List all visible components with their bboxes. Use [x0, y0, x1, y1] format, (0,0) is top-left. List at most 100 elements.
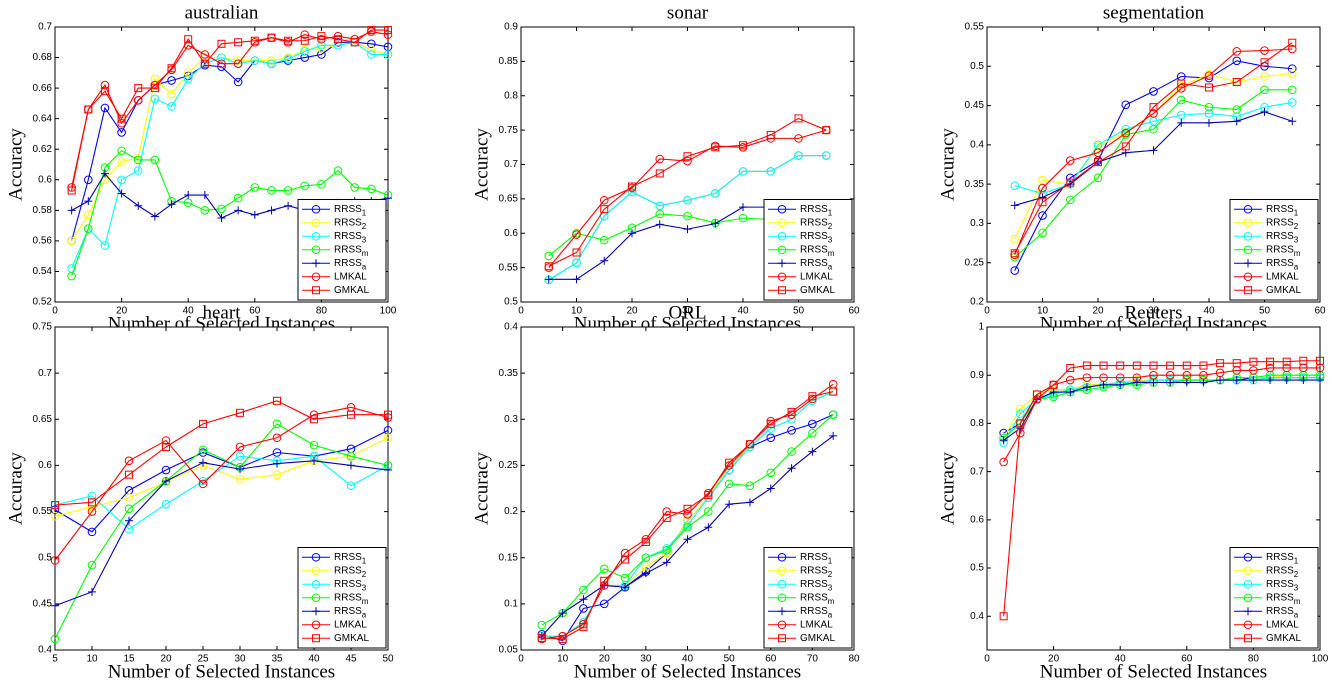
marker-circle — [787, 447, 796, 456]
marker-square — [125, 470, 133, 479]
y-tick-label: 0.68 — [33, 52, 53, 63]
x-tick-label: 20 — [599, 654, 611, 665]
marker-circle — [662, 548, 671, 558]
x-tick-label: 20 — [116, 306, 128, 317]
marker-square — [312, 286, 320, 295]
marker-circle — [50, 634, 60, 644]
marker-circle — [317, 180, 326, 189]
marker-square — [51, 501, 59, 510]
legend-label: RRSS2 — [334, 565, 367, 578]
x-tick-label: 60 — [765, 654, 777, 665]
x-tick-label: 20 — [160, 654, 172, 665]
marker-circle — [777, 245, 787, 255]
marker-square — [334, 35, 343, 44]
marker-plus — [829, 431, 838, 440]
marker-circle — [1243, 566, 1253, 576]
x-tick-label: 50 — [724, 654, 736, 665]
marker-circle — [133, 166, 143, 175]
marker-plus — [778, 259, 786, 268]
legend-subscript: 3 — [1294, 235, 1299, 244]
x-tick-label: 60 — [848, 306, 860, 317]
x-tick-label: 30 — [640, 654, 652, 665]
y-tick-label: 0.62 — [33, 144, 53, 155]
legend-subscript: 1 — [362, 208, 367, 217]
marker-square — [600, 576, 609, 585]
series-line — [548, 155, 827, 281]
series-line — [1014, 48, 1293, 256]
y-tick-label: 0.6 — [504, 228, 518, 239]
y-tick-label: 0.6 — [38, 460, 52, 471]
legend-subscript: a — [1294, 610, 1299, 619]
marker-square — [641, 538, 650, 547]
x-tick-label: 0 — [984, 654, 990, 665]
marker-circle — [367, 50, 376, 59]
x-tick-label: 5 — [52, 654, 58, 665]
marker-circle — [1265, 363, 1275, 373]
x-tick-label: 40 — [682, 654, 694, 665]
marker-plus — [236, 465, 244, 474]
marker-square — [1282, 357, 1291, 366]
marker-plus — [184, 191, 193, 200]
series-line — [54, 455, 389, 530]
marker-circle — [1232, 56, 1242, 66]
marker-circle — [367, 184, 376, 194]
marker-plus — [284, 201, 293, 210]
marker-square — [236, 408, 244, 417]
marker-square — [162, 442, 170, 451]
y-axis-label: Accuracy — [937, 452, 958, 525]
y-tick-label: 0.52 — [33, 297, 53, 308]
marker-square — [167, 64, 176, 73]
marker-circle — [311, 204, 321, 214]
marker-plus — [1149, 146, 1158, 155]
marker-plus — [88, 587, 96, 596]
marker-plus — [134, 201, 143, 210]
marker-square — [312, 634, 320, 643]
y-tick-label: 0.75 — [33, 322, 53, 333]
legend-label: LMKAL — [334, 271, 367, 282]
marker-plus — [1199, 378, 1208, 387]
marker-circle — [1115, 373, 1125, 382]
series-line — [1003, 367, 1320, 463]
legend-label: RRSS1 — [334, 204, 367, 217]
marker-square — [1249, 357, 1258, 366]
marker-plus — [199, 458, 207, 467]
legend-subscript: a — [828, 610, 833, 619]
legend-label: RRSS3 — [334, 579, 367, 592]
marker-circle — [655, 201, 665, 211]
marker-circle — [683, 522, 692, 532]
marker-plus — [1282, 376, 1291, 385]
marker-plus — [1266, 376, 1275, 385]
marker-square — [725, 458, 734, 467]
marker-circle — [710, 189, 720, 198]
marker-plus — [1260, 107, 1269, 116]
marker-square — [745, 440, 754, 449]
marker-plus — [234, 206, 243, 215]
marker-circle — [777, 231, 787, 241]
legend-label: LMKAL — [800, 619, 833, 630]
y-tick-label: 0.54 — [33, 266, 53, 277]
marker-circle — [50, 505, 60, 515]
marker-circle — [1243, 272, 1253, 282]
legend-label: RRSS2 — [800, 217, 833, 230]
marker-plus — [347, 461, 355, 470]
marker-plus — [117, 189, 126, 198]
marker-circle — [655, 154, 665, 164]
marker-square — [384, 410, 392, 419]
marker-circle — [704, 507, 713, 516]
marker-square — [1232, 359, 1241, 368]
marker-square — [67, 186, 76, 195]
marker-square — [600, 205, 609, 214]
y-tick-label: 0.5 — [970, 61, 984, 72]
marker-circle — [745, 481, 755, 491]
marker-square — [778, 286, 786, 295]
marker-plus — [725, 500, 734, 509]
marker-square — [1038, 198, 1047, 207]
marker-plus — [1244, 607, 1252, 616]
marker-square — [1244, 634, 1252, 643]
marker-circle — [383, 30, 393, 39]
legend-label: RRSSa — [334, 258, 367, 271]
marker-circle — [1149, 124, 1158, 134]
legend-label: RRSS2 — [334, 217, 367, 230]
marker-circle — [1038, 211, 1047, 220]
marker-square — [347, 410, 355, 419]
